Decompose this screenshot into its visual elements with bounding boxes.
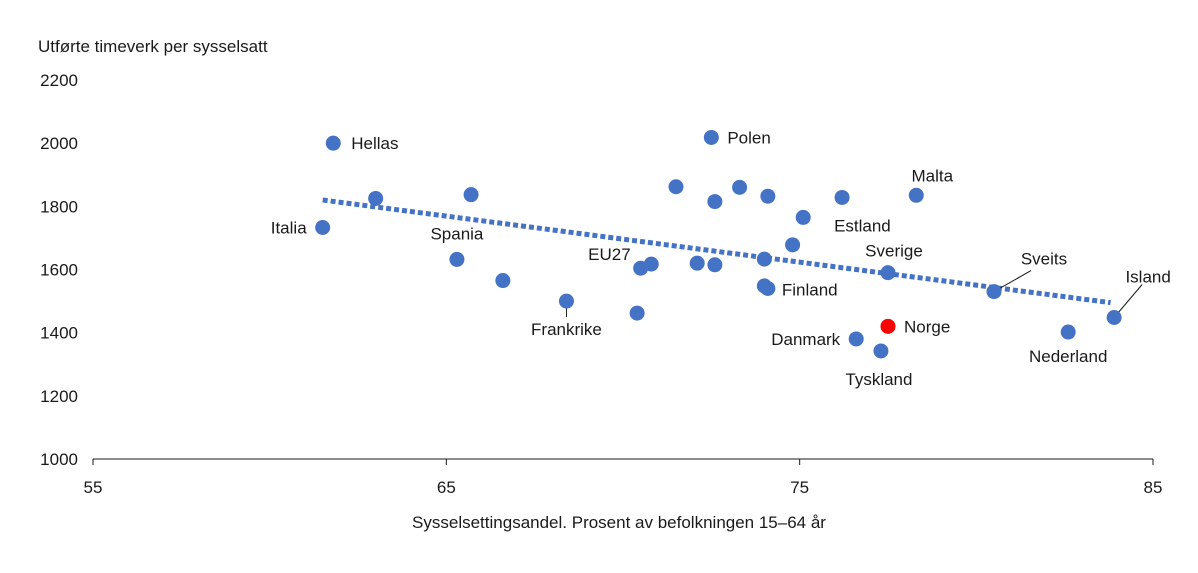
- y-tick-label: 1600: [40, 261, 78, 280]
- data-point: [986, 284, 1002, 300]
- data-point: [449, 251, 465, 267]
- data-label: Island: [1125, 268, 1170, 287]
- x-tick-label: 85: [1144, 478, 1163, 497]
- data-point: [689, 255, 705, 271]
- data-point: [315, 219, 331, 235]
- y-axis-label: Utførte timeverk per sysselsatt: [38, 37, 268, 56]
- axes: 55 65 75 85 1000 1200 1400 1600 1800 2000 2200: [40, 71, 1162, 497]
- x-tick-label: 55: [84, 478, 103, 497]
- data-point: [760, 188, 776, 204]
- data-label: Nederland: [1029, 347, 1107, 366]
- x-tick-label: 75: [790, 478, 809, 497]
- trendline-group: [322, 197, 1111, 306]
- data-point: [707, 257, 723, 273]
- data-point: [785, 237, 801, 253]
- data-point: [873, 343, 889, 359]
- data-point: [834, 189, 850, 205]
- data-label: Frankrike: [531, 320, 602, 339]
- data-label: Italia: [271, 218, 307, 237]
- data-point: [703, 129, 719, 145]
- data-label: Finland: [782, 280, 838, 299]
- data-label: Malta: [911, 166, 953, 185]
- data-label: EU27: [588, 245, 631, 264]
- data-point: [463, 187, 479, 203]
- y-tick-label: 1800: [40, 197, 78, 216]
- data-point: [795, 209, 811, 225]
- x-tick-label: 65: [437, 478, 456, 497]
- data-point: [495, 273, 511, 289]
- data-label: Spania: [430, 224, 483, 243]
- data-point-highlight: [880, 318, 896, 334]
- y-tick-label: 2000: [40, 134, 78, 153]
- trendline: [322, 197, 1111, 306]
- data-point: [707, 194, 723, 210]
- data-point: [558, 293, 574, 309]
- data-point: [848, 331, 864, 347]
- data-point: [325, 135, 341, 151]
- data-label: Estland: [834, 216, 891, 235]
- data-label: Sveits: [1021, 250, 1067, 269]
- data-point: [368, 190, 384, 206]
- data-point: [629, 305, 645, 321]
- data-label: Hellas: [351, 134, 398, 153]
- data-point: [760, 280, 776, 296]
- data-label: Norge: [904, 317, 950, 336]
- data-point: [668, 179, 684, 195]
- data-point: [732, 179, 748, 195]
- data-label: Danmark: [771, 330, 840, 349]
- data-label: Polen: [727, 128, 770, 147]
- data-point: [756, 251, 772, 267]
- data-label: Sverige: [865, 242, 923, 261]
- y-tick-label: 2200: [40, 71, 78, 90]
- data-point: [880, 265, 896, 281]
- data-label: Tyskland: [845, 370, 912, 389]
- y-tick-label: 1200: [40, 387, 78, 406]
- data-point: [1106, 310, 1122, 326]
- y-tick-label: 1400: [40, 324, 78, 343]
- data-point: [643, 256, 659, 272]
- data-point: [908, 187, 924, 203]
- data-point: [1060, 324, 1076, 340]
- data-points: [315, 129, 1122, 359]
- point-labels: Hellas Italia Spania Frankrike EU27 Polen Finl…: [271, 128, 1171, 389]
- x-axis-label: Sysselsettingsandel. Prosent av befolkni…: [412, 513, 826, 532]
- y-tick-label: 1000: [40, 450, 78, 469]
